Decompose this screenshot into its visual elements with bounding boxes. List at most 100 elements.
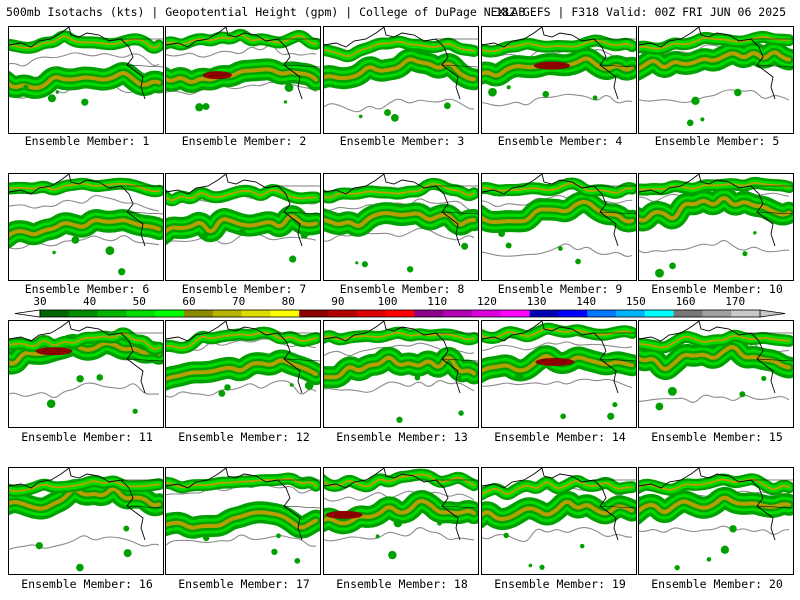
- coastline: [482, 468, 543, 489]
- coastline: [639, 174, 700, 195]
- isotach-blob: [23, 84, 29, 90]
- isotach-blob: [739, 391, 746, 398]
- ensemble-map: [324, 468, 478, 560]
- political-border: [751, 332, 793, 362]
- ensemble-member-label: Ensemble Member: 9: [497, 282, 623, 296]
- political-border: [594, 479, 636, 509]
- ensemble-map: [324, 27, 478, 122]
- colorbar-swatch: [673, 310, 703, 317]
- isotach-blob: [46, 399, 56, 408]
- isotach-blob: [557, 246, 563, 251]
- ensemble-map: [166, 27, 320, 112]
- coastline: [324, 27, 385, 48]
- isotach-band: [324, 355, 476, 380]
- isotach-blob: [118, 268, 126, 276]
- colorbar-swatch: [155, 310, 185, 317]
- isotach-blob: [202, 103, 210, 111]
- colorbar-tick-label: 40: [83, 295, 96, 308]
- colorbar-tick-label: 140: [576, 295, 596, 308]
- isotach-band: [482, 327, 633, 340]
- political-border: [594, 185, 636, 215]
- isotach-blob: [218, 389, 226, 397]
- colorbar-swatch: [443, 310, 473, 317]
- isotach-blob: [358, 114, 363, 119]
- coastline: [166, 321, 227, 342]
- ensemble-member-label: Ensemble Member: 4: [497, 134, 623, 148]
- isotach-blob: [667, 386, 677, 396]
- isotach-blob: [437, 520, 442, 526]
- isotach-blob: [289, 255, 297, 263]
- colorbar-frame: [39, 309, 761, 318]
- isotach-band: [482, 499, 634, 522]
- height-contour: [166, 534, 317, 547]
- ensemble-map-panel: [165, 26, 321, 134]
- isotach-blob: [729, 525, 737, 533]
- political-border: [121, 185, 163, 215]
- height-contour: [639, 525, 790, 535]
- height-contour: [9, 535, 160, 550]
- colorbar-tick-label: 130: [527, 295, 547, 308]
- isotach-band: [639, 181, 790, 191]
- isotach-band: [324, 182, 475, 199]
- isotach-blob: [276, 533, 281, 539]
- colorbar-swatch: [212, 310, 242, 317]
- isotach-band: [324, 473, 475, 488]
- coastline: [698, 321, 776, 394]
- ensemble-map-panel: [165, 467, 321, 575]
- height-contour: [324, 227, 475, 242]
- isotach-blob: [761, 375, 767, 382]
- ensemble-map: [639, 174, 793, 278]
- colorbar-swatch: [241, 310, 271, 317]
- isotach-blob: [742, 251, 748, 257]
- coastline: [482, 321, 543, 342]
- coastline: [225, 468, 303, 541]
- colorbar-swatch: [68, 310, 98, 317]
- height-contour: [324, 98, 475, 113]
- isotach-blob: [706, 557, 712, 562]
- jet-maximum: [202, 71, 232, 80]
- ensemble-map: [482, 468, 636, 570]
- colorbar-tick-label: 160: [676, 295, 696, 308]
- ensemble-map: [166, 321, 320, 398]
- height-contour: [482, 243, 633, 257]
- isotach-blob: [76, 375, 84, 383]
- ensemble-member-label: Ensemble Member: 3: [339, 134, 465, 148]
- isotach-blob: [132, 408, 138, 414]
- isotach-blob: [76, 563, 84, 572]
- isotach-blob: [55, 90, 60, 94]
- isotach-band: [639, 345, 791, 372]
- coastline: [482, 27, 543, 48]
- isotach-blob: [96, 374, 104, 381]
- isotach-blob: [123, 525, 130, 532]
- ensemble-member-label: Ensemble Member: 1: [24, 134, 150, 148]
- ensemble-map-panel: [8, 467, 164, 575]
- ensemble-member-label: Ensemble Member: 12: [178, 430, 310, 444]
- colorbar-swatch: [385, 310, 415, 317]
- isotach-band: [482, 199, 634, 224]
- isotach-blob: [201, 232, 209, 239]
- colorbar-tick-label: 100: [378, 295, 398, 308]
- ensemble-map: [482, 174, 636, 265]
- coastline: [541, 27, 619, 100]
- isotach-blob: [612, 402, 618, 408]
- height-contour: [639, 240, 790, 254]
- isotach-blob: [52, 250, 56, 255]
- colorbar-swatch: [616, 310, 646, 317]
- ensemble-map: [324, 174, 478, 273]
- colorbar-swatch: [184, 310, 214, 317]
- ensemble-map-panel: [165, 320, 321, 428]
- ensemble-map: [639, 27, 793, 127]
- isotach-band: [639, 495, 791, 514]
- ensemble-map-panel: [638, 467, 794, 575]
- coastline: [166, 468, 227, 489]
- colorbar-tick-label: 80: [282, 295, 295, 308]
- coastline: [324, 174, 385, 195]
- ensemble-map-panel: [481, 320, 637, 428]
- ensemble-map: [324, 321, 478, 423]
- political-border: [751, 185, 793, 215]
- ensemble-map-panel: [8, 173, 164, 281]
- colorbar-swatch: [328, 310, 358, 317]
- coastline: [166, 174, 227, 195]
- isotach-band: [166, 214, 318, 234]
- isotach-band: [9, 332, 160, 351]
